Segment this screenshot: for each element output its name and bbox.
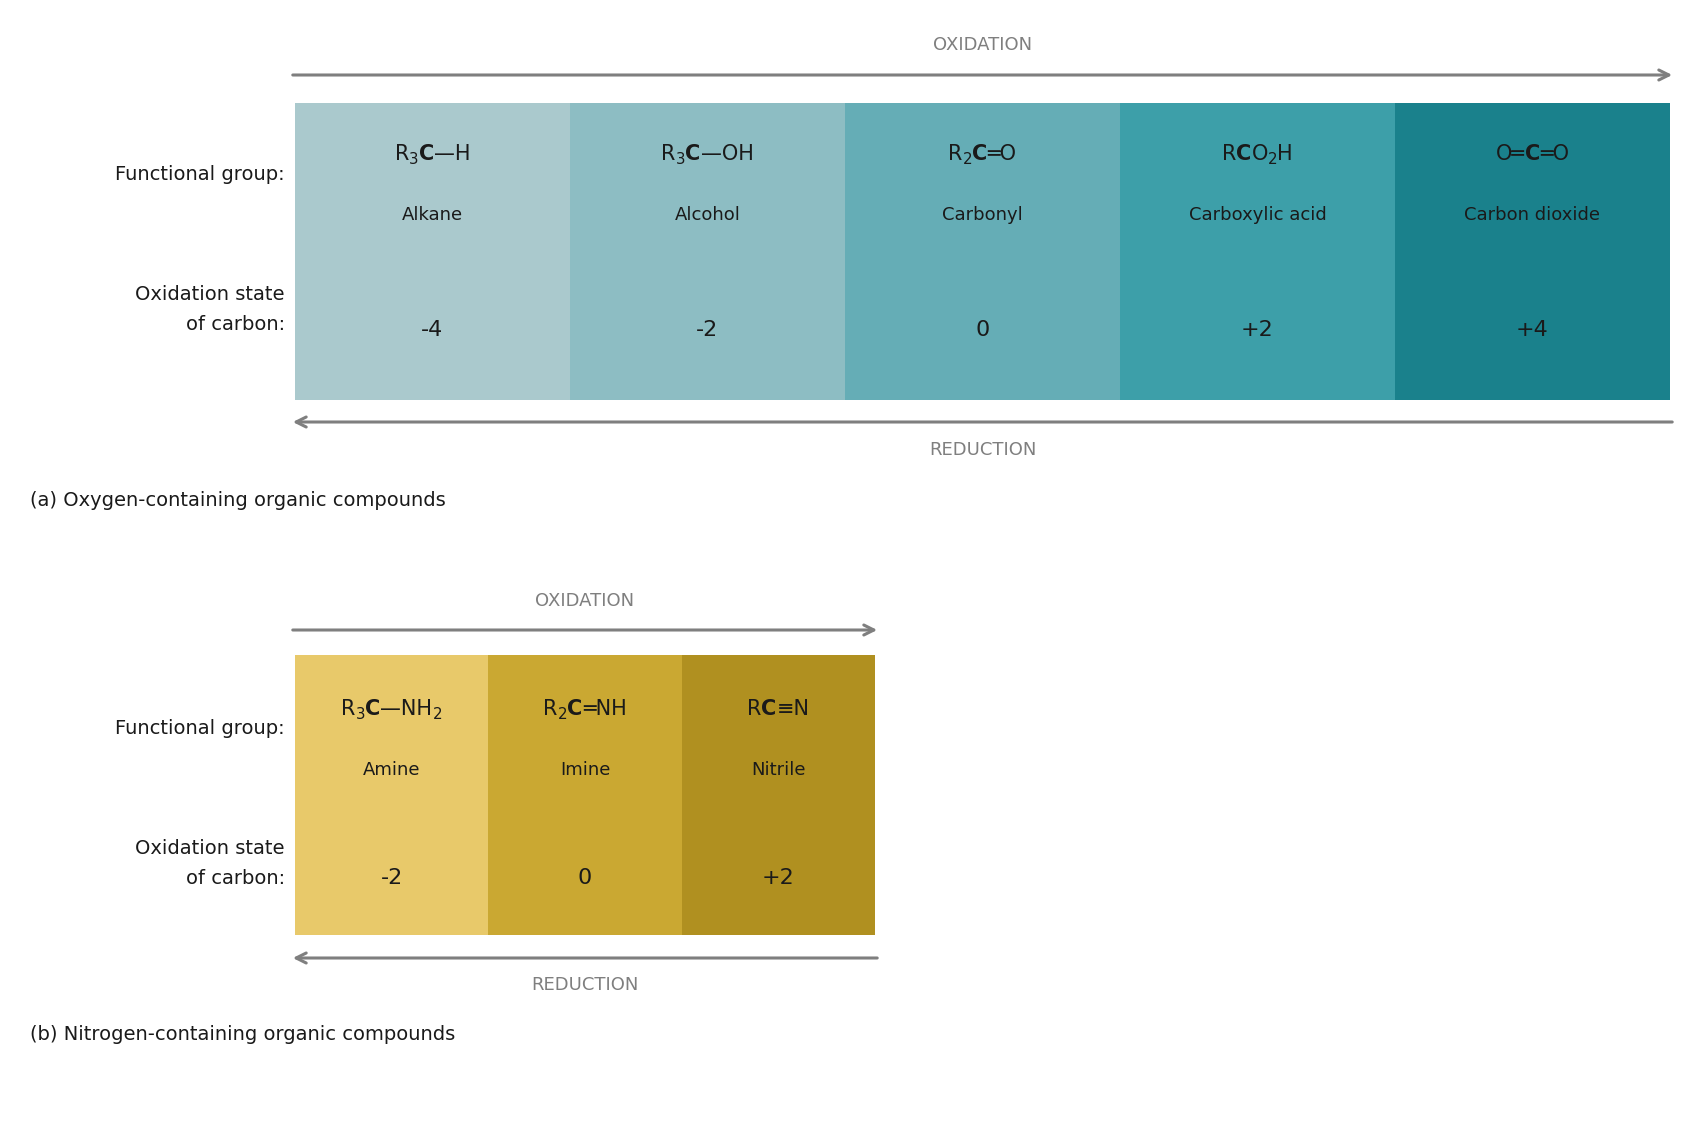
Text: 2: 2	[962, 152, 972, 167]
Text: R: R	[662, 144, 675, 164]
Text: 3: 3	[409, 152, 418, 167]
Text: -4: -4	[421, 320, 443, 340]
Bar	[569, 103, 844, 400]
Text: Amine: Amine	[363, 761, 419, 779]
Text: C: C	[418, 144, 433, 164]
Text: R: R	[341, 699, 355, 718]
Text: 0: 0	[975, 320, 989, 340]
Bar	[295, 656, 488, 935]
Text: C: C	[760, 699, 776, 718]
Text: Nitrile: Nitrile	[750, 761, 805, 779]
Text: Alkane: Alkane	[402, 206, 462, 224]
Text: Carbonyl: Carbonyl	[941, 206, 1023, 224]
Text: +2: +2	[1241, 320, 1274, 340]
Text: Functional group:: Functional group:	[116, 166, 285, 184]
Text: ═O: ═O	[1540, 144, 1569, 164]
Text: 0: 0	[578, 868, 592, 888]
Text: OXIDATION: OXIDATION	[535, 591, 634, 610]
Text: C: C	[685, 144, 701, 164]
Text: +4: +4	[1516, 320, 1548, 340]
Text: 2: 2	[431, 707, 442, 722]
Text: ═NH: ═NH	[583, 699, 626, 718]
Text: Oxidation state: Oxidation state	[135, 286, 285, 304]
Text: Imine: Imine	[559, 761, 610, 779]
Text: Carbon dioxide: Carbon dioxide	[1463, 206, 1599, 224]
Text: —NH: —NH	[380, 699, 431, 718]
Text: Alcohol: Alcohol	[673, 206, 740, 224]
Text: H: H	[1277, 144, 1292, 164]
Text: of carbon:: of carbon:	[186, 868, 285, 888]
Text: OXIDATION: OXIDATION	[933, 35, 1032, 54]
Bar	[488, 656, 682, 935]
Text: +2: +2	[762, 868, 795, 888]
Text: R: R	[747, 699, 760, 718]
Text: 3: 3	[355, 707, 365, 722]
Text: O: O	[1251, 144, 1267, 164]
Text: Functional group:: Functional group:	[116, 718, 285, 738]
Text: 2: 2	[1267, 152, 1277, 167]
Text: Carboxylic acid: Carboxylic acid	[1188, 206, 1325, 224]
Bar	[1120, 103, 1395, 400]
Text: C: C	[1236, 144, 1251, 164]
Text: R: R	[394, 144, 409, 164]
Bar	[844, 103, 1120, 400]
Text: -2: -2	[696, 320, 718, 340]
Text: C: C	[568, 699, 583, 718]
Text: O═: O═	[1495, 144, 1524, 164]
Text: R: R	[1221, 144, 1236, 164]
Text: —H: —H	[433, 144, 471, 164]
Text: REDUCTION: REDUCTION	[928, 440, 1035, 459]
Text: C: C	[972, 144, 987, 164]
Text: C: C	[1524, 144, 1540, 164]
Text: (b) Nitrogen-containing organic compounds: (b) Nitrogen-containing organic compound…	[31, 1025, 455, 1044]
Text: -2: -2	[380, 868, 402, 888]
Text: R: R	[948, 144, 962, 164]
Text: of carbon:: of carbon:	[186, 316, 285, 334]
Text: 2: 2	[558, 707, 568, 722]
Text: 3: 3	[675, 152, 685, 167]
Text: C: C	[365, 699, 380, 718]
Text: R: R	[544, 699, 558, 718]
Text: (a) Oxygen-containing organic compounds: (a) Oxygen-containing organic compounds	[31, 491, 445, 509]
Text: Oxidation state: Oxidation state	[135, 839, 285, 858]
Text: ≡N: ≡N	[776, 699, 810, 718]
Text: ═O: ═O	[987, 144, 1016, 164]
Text: —OH: —OH	[701, 144, 754, 164]
Bar	[295, 103, 569, 400]
Bar	[682, 656, 875, 935]
Bar	[1395, 103, 1669, 400]
Text: REDUCTION: REDUCTION	[530, 976, 638, 994]
